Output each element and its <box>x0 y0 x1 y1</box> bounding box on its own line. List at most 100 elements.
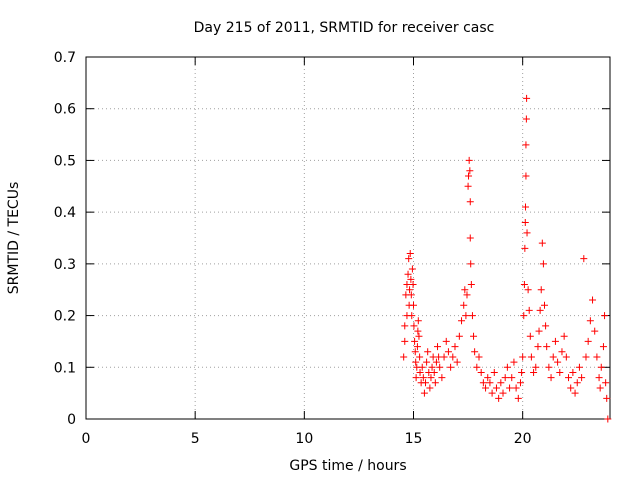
data-point <box>578 374 586 382</box>
data-point <box>549 353 557 361</box>
data-point <box>484 374 492 382</box>
data-point <box>560 332 568 340</box>
y-axis-label: SRMTID / TECUs <box>6 182 22 295</box>
y-tick-label: 0.7 <box>54 50 76 66</box>
y-tick-label: 0 <box>67 412 76 428</box>
data-point <box>580 255 588 263</box>
data-point <box>468 312 476 320</box>
data-point <box>545 363 553 371</box>
data-point <box>518 368 526 376</box>
data-point <box>569 368 577 376</box>
data-point <box>524 286 532 294</box>
data-point <box>401 322 409 330</box>
data-point <box>582 353 590 361</box>
data-point <box>411 348 419 356</box>
data-point <box>426 384 434 392</box>
data-point <box>520 312 528 320</box>
data-point <box>416 368 424 376</box>
y-tick-label: 0.6 <box>54 102 76 118</box>
data-point <box>453 358 461 366</box>
data-point <box>495 394 503 402</box>
y-ticks: 0 0.1 0.2 0.3 0.4 0.5 0.6 0.7 <box>54 50 610 428</box>
data-point <box>458 317 466 325</box>
data-point <box>466 198 474 206</box>
data-point <box>467 260 475 268</box>
data-point <box>522 141 530 149</box>
data-point <box>451 343 459 351</box>
data-point <box>597 363 605 371</box>
data-point <box>411 337 419 345</box>
data-point <box>538 239 546 247</box>
data-point <box>599 343 607 351</box>
data-point <box>449 353 457 361</box>
data-point <box>466 167 474 175</box>
data-point <box>434 343 442 351</box>
data-point <box>556 368 564 376</box>
data-point <box>486 379 494 387</box>
data-point <box>508 374 516 382</box>
data-point <box>551 337 559 345</box>
y-tick-label: 0.3 <box>54 257 76 273</box>
data-point <box>413 343 421 351</box>
data-point <box>522 172 530 180</box>
data-point <box>521 218 529 226</box>
y-tick-label: 0.2 <box>54 309 76 325</box>
data-point <box>596 384 604 392</box>
data-point <box>408 265 416 273</box>
data-point <box>400 353 408 361</box>
data-point <box>414 317 422 325</box>
data-point <box>410 301 417 309</box>
data-point <box>465 156 473 164</box>
data-point <box>438 374 446 382</box>
data-point <box>539 260 547 268</box>
data-point <box>519 353 527 361</box>
data-point <box>565 374 573 382</box>
data-point <box>534 343 542 351</box>
data-point <box>407 275 415 283</box>
data-point <box>514 394 522 402</box>
data-point <box>543 343 551 351</box>
data-points <box>400 94 612 423</box>
x-axis-label: GPS time / hours <box>289 458 406 474</box>
data-point <box>604 415 612 423</box>
data-point <box>488 389 496 397</box>
data-point <box>405 255 413 263</box>
data-point <box>527 353 535 361</box>
data-point <box>424 348 432 356</box>
data-point <box>427 374 435 382</box>
plot-frame <box>85 56 611 420</box>
data-point <box>410 322 418 330</box>
grid <box>86 57 610 419</box>
data-point <box>603 394 611 402</box>
data-point <box>423 358 431 366</box>
data-point <box>467 281 475 289</box>
data-point <box>503 363 511 371</box>
data-point <box>573 379 581 387</box>
data-point <box>547 374 555 382</box>
data-point <box>470 332 478 340</box>
data-point <box>525 306 533 314</box>
data-point <box>506 384 514 392</box>
data-point <box>542 322 550 330</box>
data-point <box>409 281 417 289</box>
data-point <box>403 281 411 289</box>
data-point <box>461 286 469 294</box>
data-point <box>407 291 415 299</box>
data-point <box>414 327 422 335</box>
data-point <box>406 286 414 294</box>
data-point <box>420 389 428 397</box>
data-point <box>558 348 566 356</box>
data-point <box>521 244 529 252</box>
data-point <box>530 368 538 376</box>
data-point <box>593 353 601 361</box>
data-point <box>416 353 424 361</box>
data-point <box>442 337 450 345</box>
x-tick-label: 0 <box>82 431 91 447</box>
data-point <box>431 379 439 387</box>
data-point <box>537 286 545 294</box>
x-tick-label: 15 <box>405 431 423 447</box>
data-point <box>562 353 570 361</box>
data-point <box>575 363 583 371</box>
data-point <box>465 172 473 180</box>
